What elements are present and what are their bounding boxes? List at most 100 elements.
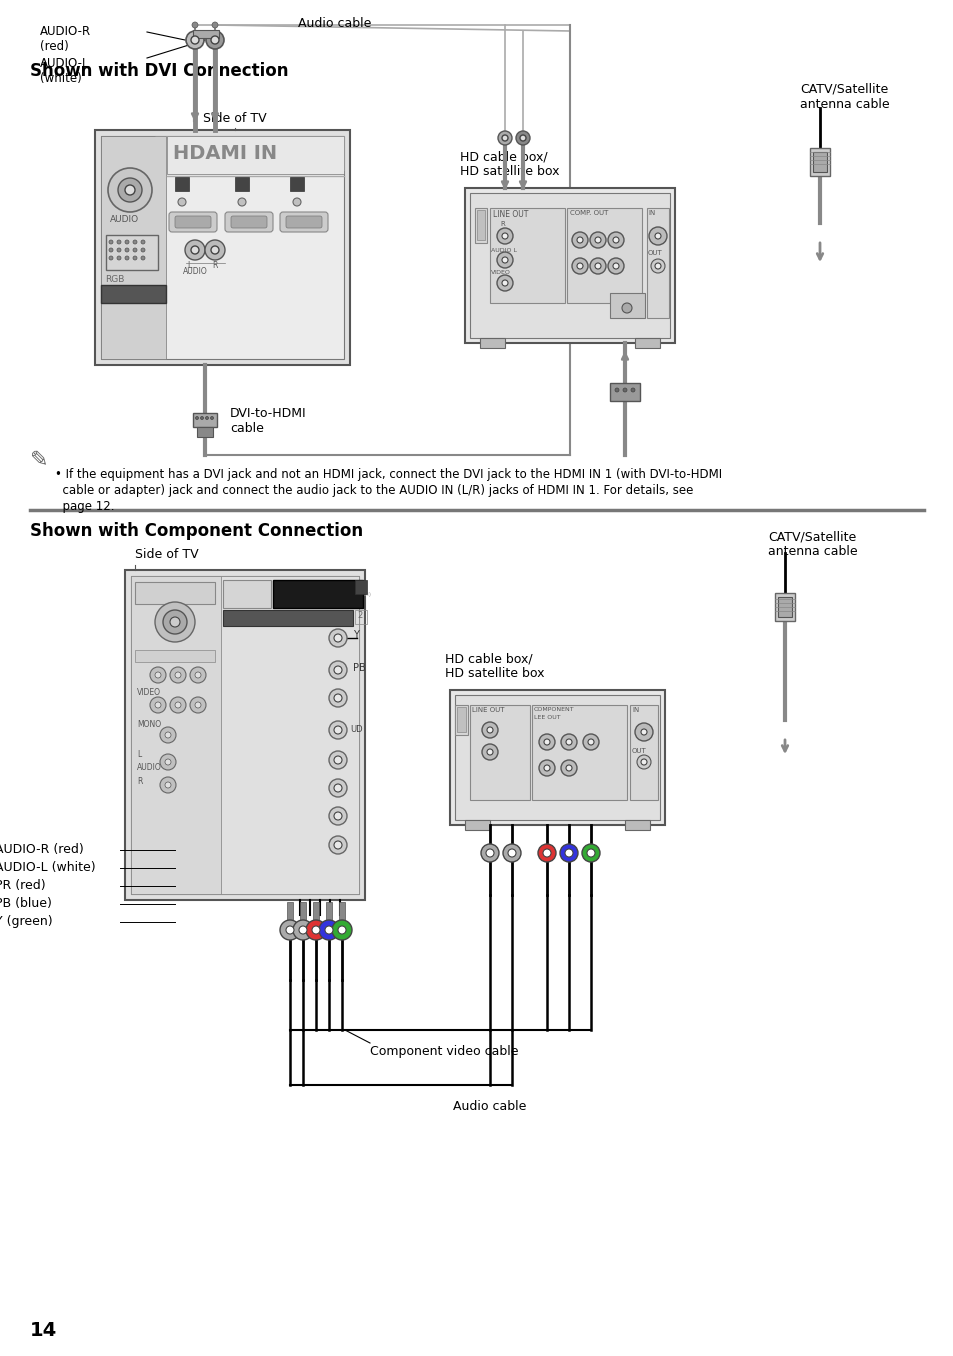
Bar bbox=[338, 902, 345, 928]
Circle shape bbox=[211, 37, 219, 43]
Circle shape bbox=[481, 744, 497, 759]
Bar bbox=[125, 570, 365, 900]
Bar bbox=[196, 427, 213, 437]
Text: 3: 3 bbox=[293, 178, 298, 187]
Circle shape bbox=[577, 237, 582, 243]
Circle shape bbox=[109, 240, 112, 244]
Circle shape bbox=[572, 258, 587, 274]
Text: COMPONENT IN: COMPONENT IN bbox=[276, 582, 362, 593]
Text: ✎: ✎ bbox=[30, 450, 49, 471]
Text: DMe/I: DMe/I bbox=[225, 580, 245, 587]
Circle shape bbox=[150, 667, 166, 683]
Circle shape bbox=[543, 739, 550, 744]
Text: HD cable box/
HD satellite box: HD cable box/ HD satellite box bbox=[444, 652, 544, 679]
Circle shape bbox=[141, 240, 145, 244]
Circle shape bbox=[655, 233, 660, 239]
Text: LEE OUT: LEE OUT bbox=[534, 715, 560, 720]
Circle shape bbox=[502, 843, 520, 862]
Circle shape bbox=[538, 759, 555, 776]
Circle shape bbox=[205, 416, 209, 419]
Bar bbox=[490, 207, 564, 302]
Bar bbox=[101, 136, 166, 359]
Circle shape bbox=[293, 198, 301, 206]
Circle shape bbox=[211, 416, 213, 419]
Circle shape bbox=[194, 673, 201, 678]
Circle shape bbox=[312, 926, 319, 934]
Text: IN: IN bbox=[647, 210, 655, 216]
Text: Side of TV: Side of TV bbox=[203, 113, 267, 125]
Text: VIDEO: VIDEO bbox=[137, 687, 161, 697]
Circle shape bbox=[117, 256, 121, 260]
Circle shape bbox=[141, 248, 145, 252]
Circle shape bbox=[486, 727, 493, 734]
Circle shape bbox=[109, 248, 112, 252]
Bar bbox=[135, 650, 214, 662]
Circle shape bbox=[191, 245, 199, 254]
Circle shape bbox=[648, 226, 666, 245]
Bar bbox=[95, 130, 350, 365]
Bar bbox=[450, 690, 664, 824]
Circle shape bbox=[286, 926, 294, 934]
Circle shape bbox=[497, 275, 513, 292]
Circle shape bbox=[109, 256, 112, 260]
Text: PB (blue): PB (blue) bbox=[0, 898, 51, 910]
Text: Y: Y bbox=[353, 631, 358, 640]
Bar bbox=[470, 193, 669, 338]
Text: R: R bbox=[137, 777, 142, 786]
Circle shape bbox=[190, 697, 206, 713]
Text: Side of TV: Side of TV bbox=[135, 548, 198, 561]
Circle shape bbox=[125, 240, 129, 244]
Bar bbox=[475, 207, 486, 243]
Bar bbox=[635, 338, 659, 348]
Circle shape bbox=[507, 849, 516, 857]
Text: S-VIDEO: S-VIDEO bbox=[612, 296, 634, 300]
Circle shape bbox=[334, 666, 341, 674]
Circle shape bbox=[154, 602, 194, 641]
Circle shape bbox=[329, 721, 347, 739]
Circle shape bbox=[206, 31, 224, 49]
Bar bbox=[355, 580, 367, 594]
Text: L: L bbox=[137, 750, 141, 759]
FancyBboxPatch shape bbox=[169, 212, 216, 232]
Text: VIDEO: VIDEO bbox=[491, 270, 511, 275]
Circle shape bbox=[334, 725, 341, 734]
Circle shape bbox=[537, 843, 556, 862]
Circle shape bbox=[190, 667, 206, 683]
Circle shape bbox=[160, 727, 175, 743]
Bar bbox=[193, 414, 216, 427]
Bar bbox=[131, 576, 358, 894]
Circle shape bbox=[337, 926, 346, 934]
Circle shape bbox=[334, 812, 341, 820]
Bar bbox=[326, 902, 332, 928]
Circle shape bbox=[165, 759, 171, 765]
Circle shape bbox=[154, 702, 161, 708]
Circle shape bbox=[132, 240, 137, 244]
Text: • If the equipment has a DVI jack and not an HDMI jack, connect the DVI jack to : • If the equipment has a DVI jack and no… bbox=[55, 468, 721, 481]
Circle shape bbox=[650, 259, 664, 273]
Circle shape bbox=[501, 233, 507, 239]
Text: Component video cable: Component video cable bbox=[370, 1045, 518, 1058]
Circle shape bbox=[480, 843, 498, 862]
Bar bbox=[355, 610, 367, 624]
Bar bbox=[101, 136, 344, 359]
Bar bbox=[290, 178, 304, 191]
Circle shape bbox=[334, 841, 341, 849]
Bar bbox=[624, 820, 649, 830]
Circle shape bbox=[607, 232, 623, 248]
Circle shape bbox=[640, 759, 646, 765]
Circle shape bbox=[150, 697, 166, 713]
Circle shape bbox=[194, 702, 201, 708]
Text: LINE OUT: LINE OUT bbox=[472, 706, 504, 713]
Text: UD: UD bbox=[350, 725, 362, 734]
Bar bbox=[287, 902, 293, 928]
Circle shape bbox=[481, 721, 497, 738]
Text: COMP. OUT: COMP. OUT bbox=[569, 210, 608, 216]
Text: cable or adapter) jack and connect the audio jack to the AUDIO IN (L/R) jacks of: cable or adapter) jack and connect the a… bbox=[55, 484, 693, 498]
Circle shape bbox=[298, 926, 307, 934]
Bar bbox=[456, 706, 465, 732]
Text: Shown with DVI Connection: Shown with DVI Connection bbox=[30, 62, 288, 80]
Circle shape bbox=[501, 258, 507, 263]
Bar bbox=[464, 188, 675, 343]
Circle shape bbox=[655, 263, 660, 268]
Circle shape bbox=[329, 629, 347, 647]
